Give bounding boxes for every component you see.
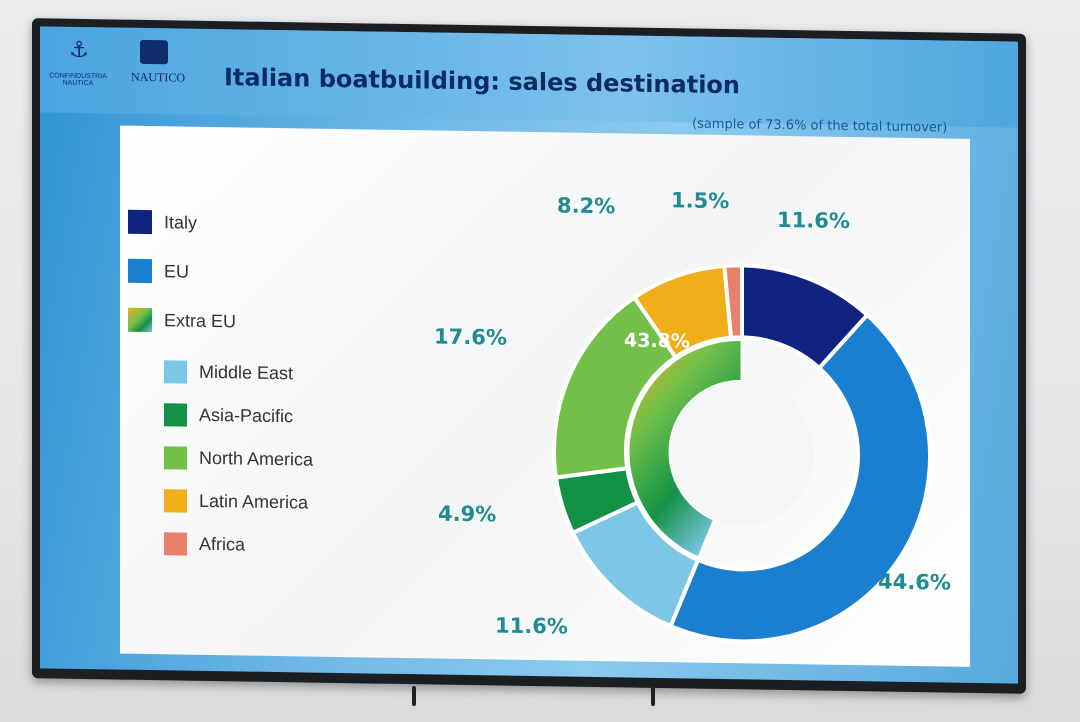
- pct-label-italy: 11.6%: [777, 207, 850, 234]
- cable: [412, 686, 416, 706]
- pct-label-middle-east: 11.6%: [495, 613, 568, 639]
- chart-panel: Italy EU Extra EU Middle East Asia-Pacif…: [120, 125, 970, 667]
- tv-monitor: ⚓ CONFINDUSTRIA NAUTICA NAUTICO Italian …: [32, 18, 1026, 694]
- logos: ⚓ CONFINDUSTRIA NAUTICA NAUTICO: [48, 32, 185, 94]
- confindustria-logo-text: CONFINDUSTRIA NAUTICA: [49, 72, 107, 88]
- pct-label-extra-eu: 43.8%: [624, 329, 690, 353]
- slide-header-bar: ⚓ CONFINDUSTRIA NAUTICA NAUTICO Italian …: [40, 26, 1018, 128]
- pct-label-north-america: 17.6%: [434, 324, 507, 350]
- nautico-logo-text: NAUTICO: [131, 69, 185, 85]
- donut-chart: [552, 263, 932, 644]
- pct-label-eu: 44.6%: [878, 569, 951, 595]
- donut-hole: [670, 381, 814, 526]
- nautico-logo-icon: [140, 39, 168, 65]
- presentation-slide: ⚓ CONFINDUSTRIA NAUTICA NAUTICO Italian …: [40, 26, 1018, 684]
- outer-slice-africa: [722, 263, 744, 340]
- pct-label-latin-america: 8.2%: [557, 193, 616, 219]
- cable: [651, 686, 655, 706]
- anchor-logo-icon: ⚓: [69, 37, 89, 64]
- outer-slice-eu: [667, 312, 932, 644]
- pct-label-africa: 1.5%: [671, 188, 730, 214]
- slide-title: Italian boatbuilding: sales destination: [224, 63, 740, 100]
- slide-subtitle: (sample of 73.6% of the total turnover): [692, 116, 948, 136]
- pct-label-asia-pacific: 4.9%: [438, 501, 497, 527]
